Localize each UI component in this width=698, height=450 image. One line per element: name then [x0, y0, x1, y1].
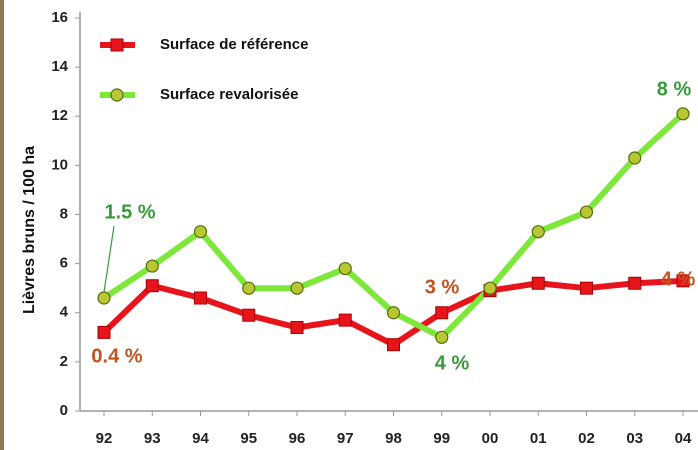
- y-tick-label: 14: [51, 58, 68, 75]
- point: [110, 38, 124, 52]
- y-tick-label: 4: [60, 304, 69, 321]
- x-tick-label: 97: [337, 430, 354, 447]
- point: [194, 291, 207, 305]
- annotation: 1.5 %: [104, 201, 155, 223]
- legend-label: Surface de référence: [160, 36, 308, 53]
- point: [97, 291, 111, 305]
- point: [97, 325, 111, 339]
- x-tick-label: 99: [433, 430, 450, 447]
- point: [193, 225, 208, 239]
- x-tick-label: 00: [482, 430, 499, 447]
- y-tick-label: 8: [60, 205, 68, 222]
- annotation: 0.4 %: [91, 345, 142, 367]
- point: [145, 279, 159, 293]
- annotation: 8 %: [657, 78, 692, 100]
- point: [628, 151, 642, 165]
- point: [242, 308, 256, 322]
- point: [676, 274, 690, 288]
- annotation-pointer: [103, 225, 115, 293]
- point: [290, 281, 304, 295]
- point: [290, 320, 304, 334]
- point: [483, 281, 497, 295]
- point: [531, 225, 545, 239]
- annotation: 3 %: [425, 276, 460, 298]
- x-tick-label: 02: [578, 430, 595, 447]
- y-tick-label: 2: [60, 353, 68, 370]
- point: [145, 259, 159, 273]
- point: [110, 88, 124, 102]
- point: [579, 205, 594, 219]
- point: [531, 276, 545, 290]
- point: [386, 306, 401, 320]
- y-tick-label: 10: [51, 156, 68, 173]
- point: [628, 276, 642, 290]
- point: [242, 281, 256, 295]
- y-tick-label: 0: [60, 402, 68, 419]
- x-tick-label: 03: [626, 430, 643, 447]
- edge-strip: [0, 0, 4, 450]
- point: [435, 306, 449, 320]
- point: [676, 107, 690, 121]
- point: [435, 330, 449, 344]
- y-axis-label: Lièvres bruns / 100 ha: [21, 146, 38, 314]
- point: [580, 281, 593, 295]
- legend-label: Surface revalorisée: [160, 86, 298, 103]
- y-tick-label: 12: [51, 107, 68, 124]
- line: [102, 111, 686, 341]
- annotation: 4 %: [661, 268, 696, 290]
- x-tick-label: 92: [96, 430, 113, 447]
- point: [387, 338, 400, 352]
- x-tick-label: 04: [675, 430, 692, 447]
- x-tick-label: 93: [144, 430, 161, 447]
- x-tick-label: 98: [385, 430, 402, 447]
- point: [338, 313, 352, 327]
- x-tick-label: 01: [530, 430, 547, 447]
- x-tick-label: 94: [192, 430, 209, 447]
- point: [338, 261, 352, 276]
- y-tick-label: 16: [51, 9, 68, 26]
- x-tick-label: 95: [240, 430, 257, 447]
- x-tick-label: 96: [289, 430, 306, 447]
- y-tick-label: 6: [60, 255, 68, 272]
- annotation: 4 %: [435, 352, 470, 374]
